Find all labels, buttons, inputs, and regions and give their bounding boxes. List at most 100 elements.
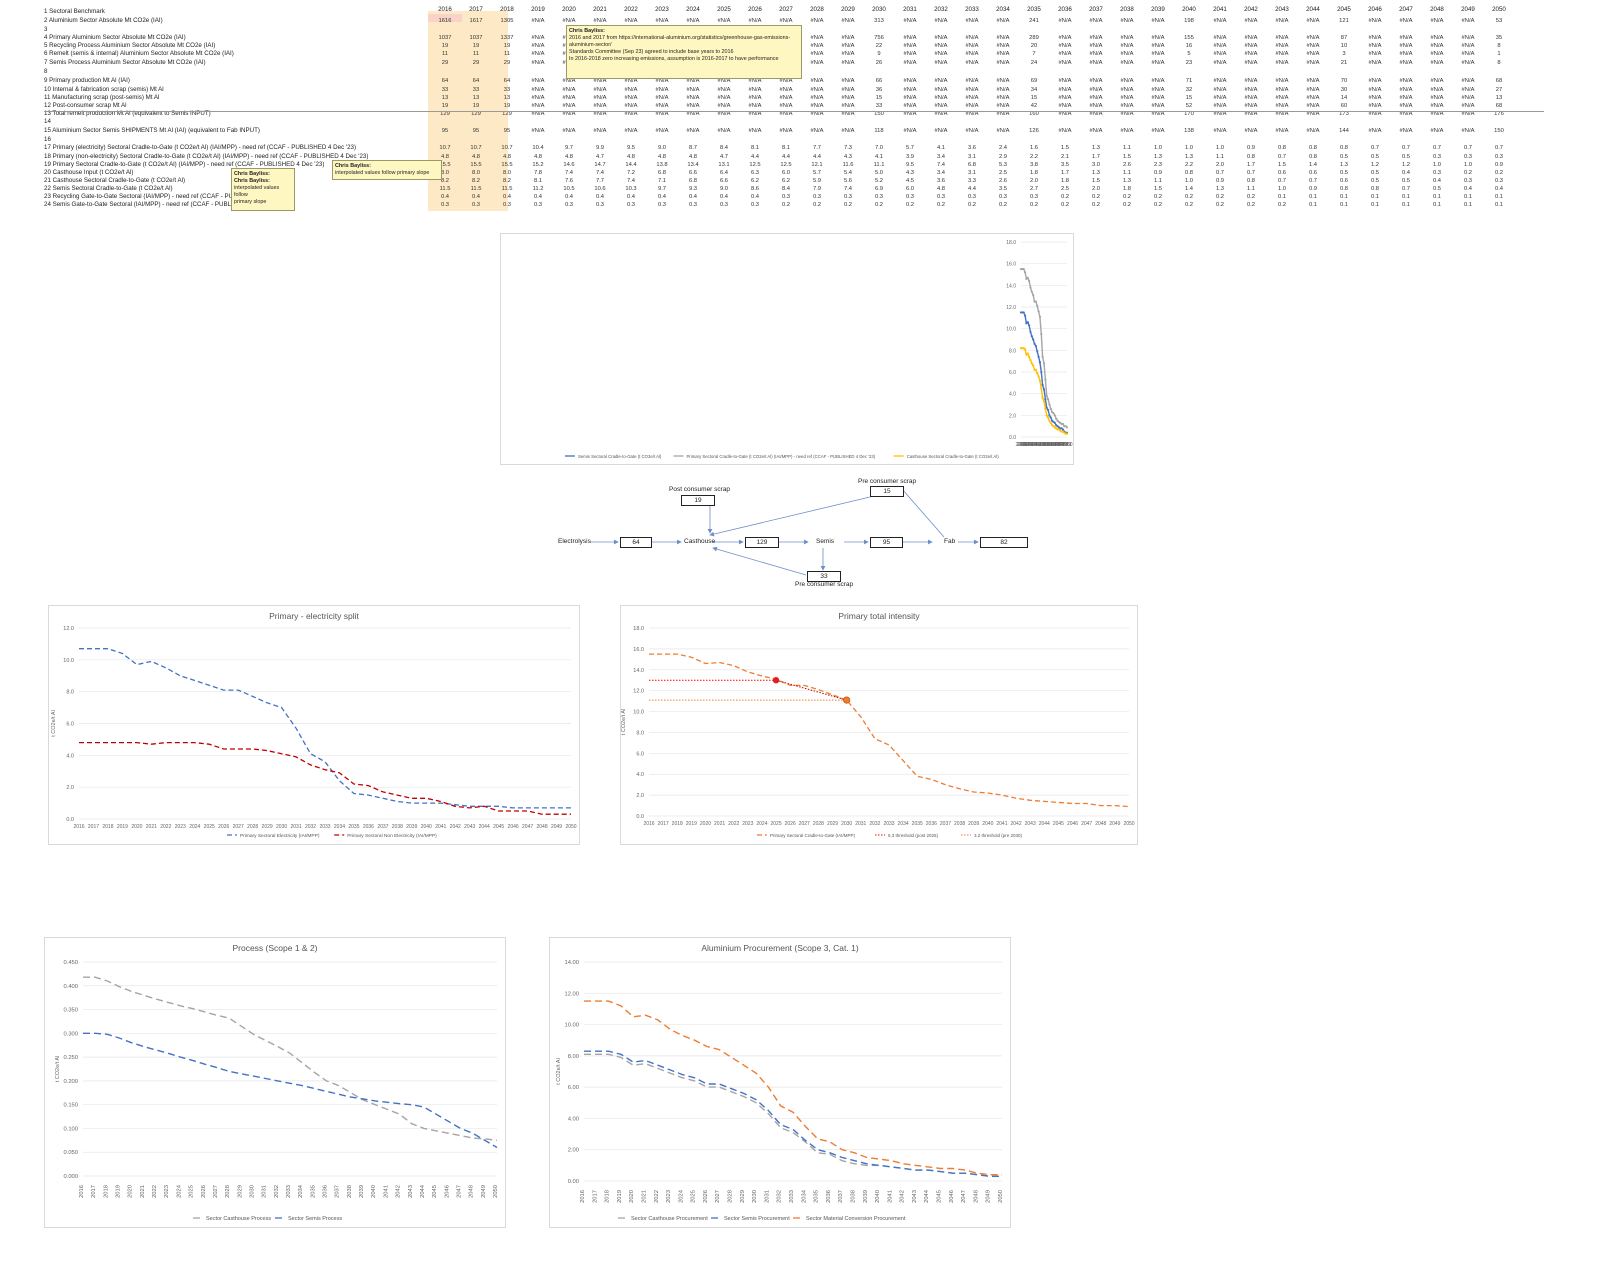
row-label[interactable]: 1 Sectoral Benchmark bbox=[44, 8, 105, 15]
sheet-cell[interactable]: 2.2 bbox=[1029, 154, 1039, 160]
sheet-cell[interactable]: 0.1 bbox=[1339, 202, 1349, 208]
year-header-cell[interactable]: 2032 bbox=[934, 6, 948, 13]
sheet-cell[interactable]: #N/A bbox=[1430, 43, 1444, 49]
sheet-cell[interactable]: #N/A bbox=[655, 95, 669, 101]
row-label[interactable]: 19 Primary Sectoral Cradle-to-Gate (t CO… bbox=[44, 161, 325, 168]
sheet-cell[interactable]: 0.4 bbox=[626, 194, 636, 200]
sheet-cell[interactable]: #N/A bbox=[655, 78, 669, 84]
sheet-cell[interactable]: 0.9 bbox=[1308, 186, 1318, 192]
sheet-cell[interactable]: 0.2 bbox=[1246, 194, 1256, 200]
sheet-cell[interactable]: 12.5 bbox=[780, 162, 792, 168]
sheet-cell[interactable]: 52 bbox=[1185, 103, 1193, 109]
sheet-cell[interactable]: 0.3 bbox=[440, 202, 450, 208]
sheet-cell[interactable]: #N/A bbox=[1089, 60, 1103, 66]
year-header-cell[interactable]: 2044 bbox=[1306, 6, 1320, 13]
sheet-cell[interactable]: 160 bbox=[1029, 111, 1039, 117]
sheet-cell[interactable]: #N/A bbox=[1151, 111, 1165, 117]
sheet-cell[interactable]: #N/A bbox=[810, 95, 824, 101]
year-header-cell[interactable]: 2035 bbox=[1027, 6, 1041, 13]
sheet-cell[interactable]: 0.2 bbox=[1215, 194, 1225, 200]
year-header-cell[interactable]: 2039 bbox=[1151, 6, 1165, 13]
sheet-cell[interactable]: #N/A bbox=[1089, 18, 1103, 24]
sheet-cell[interactable]: 1.5 bbox=[1122, 154, 1132, 160]
sheet-cell[interactable]: #N/A bbox=[810, 60, 824, 66]
sheet-cell[interactable]: 7.1 bbox=[657, 178, 667, 184]
sheet-cell[interactable]: 0.3 bbox=[502, 202, 512, 208]
sheet-cell[interactable]: 0.1 bbox=[1463, 194, 1473, 200]
sheet-cell[interactable]: #N/A bbox=[1461, 95, 1475, 101]
sheet-cell[interactable]: #N/A bbox=[1430, 95, 1444, 101]
sheet-cell[interactable]: 5 bbox=[1187, 51, 1191, 57]
sheet-cell[interactable]: #N/A bbox=[996, 87, 1010, 93]
sheet-cell[interactable]: #N/A bbox=[1213, 111, 1227, 117]
sheet-cell[interactable]: 176 bbox=[1494, 111, 1504, 117]
sheet-cell[interactable]: 1.5 bbox=[1060, 145, 1070, 151]
sheet-cell[interactable]: 66 bbox=[875, 78, 883, 84]
sheet-cell[interactable]: 3.1 bbox=[967, 170, 977, 176]
sheet-cell[interactable]: #N/A bbox=[562, 111, 576, 117]
sheet-cell[interactable]: 313 bbox=[874, 18, 884, 24]
sheet-cell[interactable]: #N/A bbox=[1430, 103, 1444, 109]
sheet-cell[interactable]: 4.5 bbox=[905, 178, 915, 184]
sheet-cell[interactable]: 4.8 bbox=[688, 154, 698, 160]
sheet-cell[interactable]: 1616 bbox=[438, 18, 452, 24]
sheet-cell[interactable]: #N/A bbox=[965, 103, 979, 109]
sheet-cell[interactable]: 0.7 bbox=[1277, 154, 1287, 160]
sheet-cell[interactable]: 0.8 bbox=[1339, 186, 1349, 192]
sheet-cell[interactable]: 0.5 bbox=[1370, 170, 1380, 176]
sheet-cell[interactable]: 3.4 bbox=[936, 154, 946, 160]
sheet-cell[interactable]: 0.2 bbox=[1463, 170, 1473, 176]
sheet-cell[interactable]: #N/A bbox=[748, 18, 762, 24]
sheet-cell[interactable]: 0.9 bbox=[1215, 178, 1225, 184]
sheet-cell[interactable]: 7.0 bbox=[874, 145, 884, 151]
sheet-cell[interactable]: #N/A bbox=[1213, 51, 1227, 57]
sheet-cell[interactable]: 1.7 bbox=[1060, 170, 1070, 176]
sheet-cell[interactable]: 6.2 bbox=[781, 178, 791, 184]
sheet-cell[interactable]: 289 bbox=[1029, 35, 1039, 41]
sheet-cell[interactable]: #N/A bbox=[531, 35, 545, 41]
sheet-cell[interactable]: #N/A bbox=[934, 87, 948, 93]
sheet-cell[interactable]: #N/A bbox=[1430, 111, 1444, 117]
sheet-cell[interactable]: #N/A bbox=[934, 43, 948, 49]
sheet-cell[interactable]: #N/A bbox=[996, 51, 1010, 57]
year-header-cell[interactable]: 2027 bbox=[779, 6, 793, 13]
sheet-cell[interactable]: #N/A bbox=[1399, 87, 1413, 93]
sheet-cell[interactable]: 10.7 bbox=[439, 145, 451, 151]
sheet-cell[interactable]: #N/A bbox=[810, 43, 824, 49]
sheet-cell[interactable]: 0.2 bbox=[1060, 202, 1070, 208]
year-header-cell[interactable]: 2024 bbox=[686, 6, 700, 13]
sheet-cell[interactable]: 15 bbox=[1030, 95, 1038, 101]
sheet-cell[interactable]: #N/A bbox=[1151, 87, 1165, 93]
row-label[interactable]: 9 Primary production Mt Al (IAI) bbox=[44, 77, 130, 84]
sheet-cell[interactable]: #N/A bbox=[593, 95, 607, 101]
sheet-cell[interactable]: 33 bbox=[472, 87, 480, 93]
sheet-cell[interactable]: #N/A bbox=[1089, 43, 1103, 49]
sheet-cell[interactable]: #N/A bbox=[1089, 111, 1103, 117]
sheet-cell[interactable]: 9.9 bbox=[595, 145, 605, 151]
sheet-cell[interactable]: #N/A bbox=[965, 43, 979, 49]
sheet-cell[interactable]: #N/A bbox=[1151, 103, 1165, 109]
sheet-cell[interactable]: #N/A bbox=[1399, 51, 1413, 57]
sheet-cell[interactable]: 11.5 bbox=[501, 186, 513, 192]
sheet-cell[interactable]: #N/A bbox=[1461, 35, 1475, 41]
sheet-cell[interactable]: 19 bbox=[472, 43, 480, 49]
sheet-cell[interactable]: 6.8 bbox=[657, 170, 667, 176]
sheet-cell[interactable]: 8.4 bbox=[781, 186, 791, 192]
sheet-cell[interactable]: 10.4 bbox=[532, 145, 544, 151]
sheet-cell[interactable]: #N/A bbox=[779, 78, 793, 84]
sheet-cell[interactable]: 4.4 bbox=[750, 154, 760, 160]
sheet-cell[interactable]: #N/A bbox=[779, 111, 793, 117]
sheet-cell[interactable]: 1.3 bbox=[1122, 178, 1132, 184]
sheet-cell[interactable]: 68 bbox=[1495, 103, 1503, 109]
sheet-cell[interactable]: #N/A bbox=[717, 95, 731, 101]
sheet-cell[interactable]: 0.4 bbox=[440, 194, 450, 200]
sheet-cell[interactable]: 69 bbox=[1030, 78, 1038, 84]
sheet-cell[interactable]: 0.2 bbox=[1122, 194, 1132, 200]
sheet-cell[interactable]: 64 bbox=[441, 78, 449, 84]
sheet-cell[interactable]: #N/A bbox=[1306, 51, 1320, 57]
year-header-cell[interactable]: 2019 bbox=[531, 6, 545, 13]
sheet-cell[interactable]: 4.8 bbox=[657, 154, 667, 160]
sheet-cell[interactable]: 0.4 bbox=[564, 194, 574, 200]
sheet-cell[interactable]: 2.0 bbox=[1091, 186, 1101, 192]
sheet-cell[interactable]: #N/A bbox=[1275, 95, 1289, 101]
